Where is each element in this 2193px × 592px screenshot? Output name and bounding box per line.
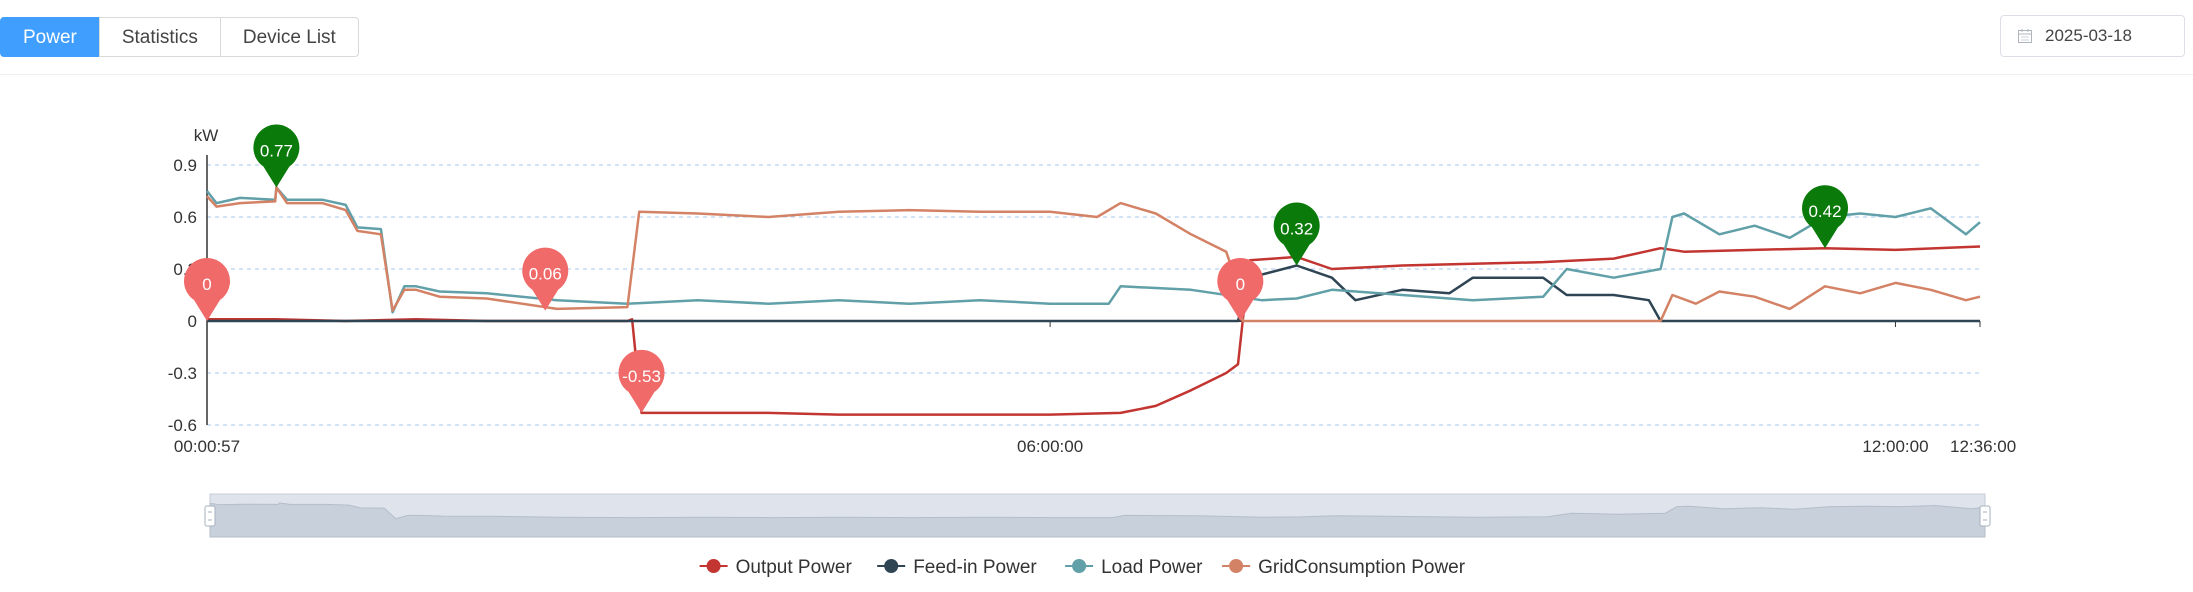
x-tick-label: 06:00:00 [1017, 437, 1083, 456]
view-tabs: Power Statistics Device List [0, 17, 359, 57]
marker-label: 0.06 [529, 265, 562, 284]
marker-label: 0 [202, 275, 211, 294]
legend-label: Feed-in Power [913, 557, 1037, 578]
marker-pin-max [253, 124, 300, 188]
marker-label: 0.32 [1280, 220, 1313, 239]
legend-dot-3 [1229, 559, 1244, 573]
series-line-load-power [206, 186, 1981, 314]
legend-label: Load Power [1101, 557, 1203, 578]
date-value: 2025-03-18 [2045, 26, 2132, 45]
y-axis-unit-label: kW [194, 126, 219, 145]
y-tick-label: 0.6 [173, 208, 197, 227]
series-line-output-power [207, 245, 1981, 416]
marker-label: 0.42 [1808, 202, 1841, 221]
marker-label: 0 [1236, 275, 1245, 294]
chart-markers: 0 0.77 0.06 -0.53 0 0.32 0.42 [184, 124, 1849, 413]
legend-dot-2 [1072, 559, 1087, 573]
marker-pin-max [1273, 202, 1320, 266]
tab-statistics[interactable]: Statistics [98, 17, 221, 57]
y-tick-label: -0.6 [168, 416, 197, 435]
x-tick-label: 12:00:00 [1862, 437, 1928, 456]
chart-legend: Output Power Feed-in Power Load Power GridC… [699, 557, 1466, 578]
top-toolbar: Power Statistics Device List 2025-03-18 [0, 0, 2193, 75]
y-tick-label: -0.3 [168, 364, 197, 383]
marker-label: 0.77 [260, 142, 293, 161]
y-tick-label: 0.9 [173, 156, 197, 175]
series-line-gridconsumption-power [206, 186, 1981, 323]
series-line-feed-in-power [207, 264, 1980, 323]
marker-pin-min [184, 258, 230, 321]
legend-dot-1 [884, 559, 899, 573]
legend-dot-0 [706, 559, 721, 573]
calendar-icon [2018, 29, 2032, 43]
legend-label: GridConsumption Power [1258, 557, 1466, 578]
date-picker[interactable]: 2025-03-18 [2000, 15, 2185, 57]
chart-series [206, 186, 1981, 416]
marker-pin-max [1802, 185, 1849, 249]
zoom-preview-area [209, 502, 1986, 538]
marker-label: -0.53 [622, 367, 661, 386]
tab-device-list[interactable]: Device List [219, 17, 359, 57]
zoom-handle-start [204, 505, 216, 527]
y-tick-label: 0 [188, 312, 197, 331]
marker-pin-min [1217, 258, 1264, 321]
x-tick-label: 12:36:00 [1950, 437, 2016, 456]
x-tick-label: 00:00:57 [174, 437, 240, 456]
legend-label: Output Power [736, 557, 853, 578]
marker-pin-min [618, 349, 665, 413]
zoom-handle-end [1979, 505, 1991, 527]
tab-power[interactable]: Power [0, 17, 100, 57]
data-zoom-slider[interactable] [204, 493, 1991, 538]
marker-pin-min [522, 247, 569, 311]
